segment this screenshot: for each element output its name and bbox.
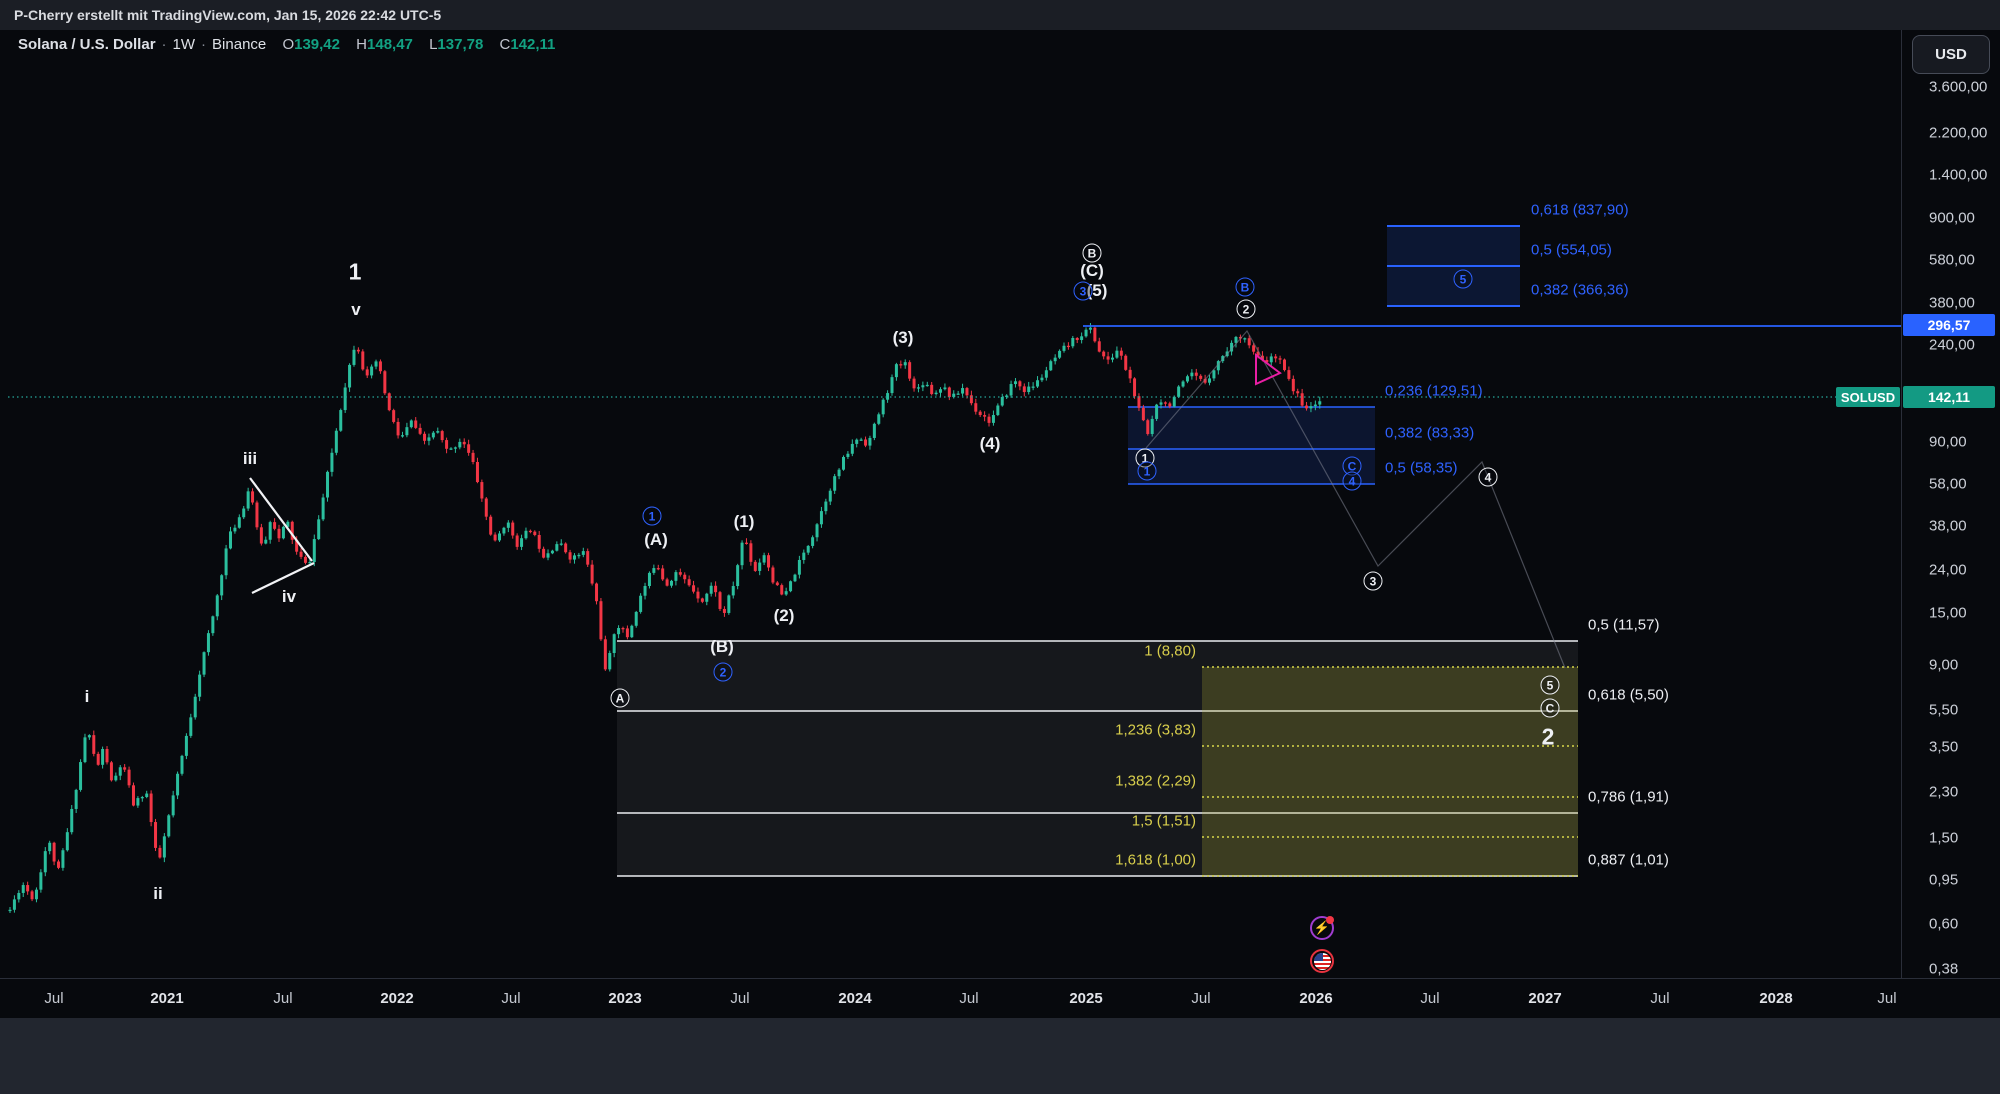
time-tick-Jul: Jul [1191,990,1211,1007]
us-flag-event-icon[interactable] [1310,949,1334,973]
time-tick-Jul: Jul [273,990,293,1007]
time-tick-Jul: Jul [1877,990,1897,1007]
time-tick-Jul: Jul [959,990,979,1007]
time-tick-2028: 2028 [1759,990,1793,1007]
fib-zone-retrace-mid[interactable] [1128,407,1375,484]
price-tick-15,00: 15,00 [1929,604,1967,622]
pennant-pattern[interactable] [1255,353,1282,386]
interval-label[interactable]: 1W [172,36,196,53]
price-tick-0,60: 0,60 [1929,915,1959,933]
low-value: 137,78 [437,36,484,53]
price-tick-580,00: 580,00 [1929,251,1975,269]
price-tick-5,50: 5,50 [1929,701,1959,719]
earnings-flash-icon[interactable]: ⚡ [1310,916,1334,940]
resistance-price-badge: 296,57 [1903,314,1995,336]
time-tick-2026: 2026 [1299,990,1333,1007]
time-tick-2023: 2023 [608,990,642,1007]
triangle-trendline-1[interactable] [251,562,315,594]
time-axis[interactable] [0,978,2000,1019]
time-tick-Jul: Jul [501,990,521,1007]
price-tick-38,00: 38,00 [1929,517,1967,535]
symbol-legend[interactable]: Solana / U.S. Dollar · 1W · Binance O139,42 … [18,36,556,53]
price-axis[interactable] [1901,30,2000,978]
titlebar-text: P-Cherry erstellt mit TradingView.com, J… [14,7,442,23]
open-value: 139,42 [294,36,340,53]
price-tick-0,38: 0,38 [1929,960,1959,978]
fib-zone-extension-yellow[interactable] [1202,667,1578,876]
window-titlebar: P-Cherry erstellt mit TradingView.com, J… [0,0,2000,30]
low-key: L [429,36,438,53]
symbol-price-flag: SOLUSD [1836,387,1900,407]
wave-projection-path[interactable] [1145,329,1566,669]
price-tick-90,00: 90,00 [1929,433,1967,451]
symbol-name[interactable]: Solana / U.S. Dollar [18,36,156,53]
footer-bar: TradingView [0,1018,2000,1094]
time-tick-2021: 2021 [150,990,184,1007]
price-tick-2,30: 2,30 [1929,783,1959,801]
price-tick-58,00: 58,00 [1929,475,1967,493]
price-tick-240,00: 240,00 [1929,336,1975,354]
price-tick-24,00: 24,00 [1929,561,1967,579]
close-value: 142,11 [510,36,556,53]
time-tick-Jul: Jul [44,990,64,1007]
price-tick-1,50: 1,50 [1929,829,1959,847]
time-tick-2025: 2025 [1069,990,1103,1007]
time-tick-2024: 2024 [838,990,872,1007]
triangle-trendline-0[interactable] [249,477,313,562]
price-tick-0,95: 0,95 [1929,871,1959,889]
price-tick-2.200,00: 2.200,00 [1929,124,1988,142]
high-key: H [356,36,368,53]
price-tick-3,50: 3,50 [1929,738,1959,756]
exchange-label[interactable]: Binance [212,36,267,53]
candlestick-series [8,323,1322,913]
price-tick-9,00: 9,00 [1929,656,1959,674]
price-tick-3.600,00: 3.600,00 [1929,78,1988,96]
time-tick-Jul: Jul [1650,990,1670,1007]
notification-dot [1326,916,1334,924]
chart-canvas[interactable] [0,30,1901,978]
time-tick-2022: 2022 [380,990,414,1007]
close-key: C [499,36,511,53]
open-key: O [282,36,295,53]
price-tick-900,00: 900,00 [1929,209,1975,227]
high-value: 148,47 [367,36,413,53]
price-tick-1.400,00: 1.400,00 [1929,166,1988,184]
last-price-badge: 142,11 [1903,386,1995,408]
currency-toggle-button[interactable]: USD [1912,35,1990,74]
time-tick-Jul: Jul [730,990,750,1007]
time-tick-Jul: Jul [1420,990,1440,1007]
price-tick-380,00: 380,00 [1929,294,1975,312]
time-tick-2027: 2027 [1528,990,1562,1007]
